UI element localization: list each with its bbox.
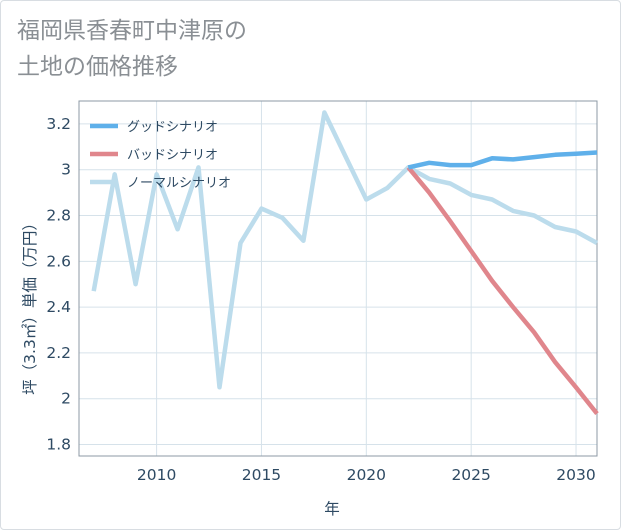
y-axis-label: 坪（3.3㎡）単価（万円） xyxy=(21,215,39,395)
y-tick-label: 2 xyxy=(61,390,71,408)
y-tick-label: 1.8 xyxy=(46,436,71,454)
y-tick-label: 2.4 xyxy=(46,298,71,316)
series-layer xyxy=(91,110,599,416)
x-tick-label: 2010 xyxy=(137,466,176,484)
series-line-2[interactable] xyxy=(91,110,599,390)
x-tick-label: 2020 xyxy=(347,466,386,484)
y-tick-label: 2.6 xyxy=(46,252,71,270)
legend-label-1[interactable]: バッドシナリオ xyxy=(127,148,218,163)
y-tick-label: 2.2 xyxy=(46,344,71,362)
plot-border xyxy=(78,100,598,457)
x-tick-label: 2025 xyxy=(451,466,490,484)
y-tick-label: 3 xyxy=(61,161,71,179)
x-axis-ticks: 2010 2015 2020 2025 2030 xyxy=(137,466,596,484)
x-tick-label: 2030 xyxy=(556,466,595,484)
legend-label-2[interactable]: ノーマルシナリオ xyxy=(127,176,231,191)
y-axis-ticks: 1.8 2 2.2 2.4 2.6 2.8 3 3.2 xyxy=(46,115,71,454)
chart-title: 福岡県香春町中津原の 土地の価格推移 xyxy=(17,18,247,80)
legend-label-0[interactable]: グッドシナリオ xyxy=(127,120,218,135)
grid xyxy=(79,101,597,456)
x-tick-label: 2015 xyxy=(242,466,281,484)
series-line-1[interactable] xyxy=(406,165,599,416)
x-axis-label: 年 xyxy=(324,500,340,518)
series-line-0[interactable] xyxy=(407,150,598,170)
y-tick-label: 3.2 xyxy=(46,115,71,133)
y-tick-label: 2.8 xyxy=(46,207,71,225)
